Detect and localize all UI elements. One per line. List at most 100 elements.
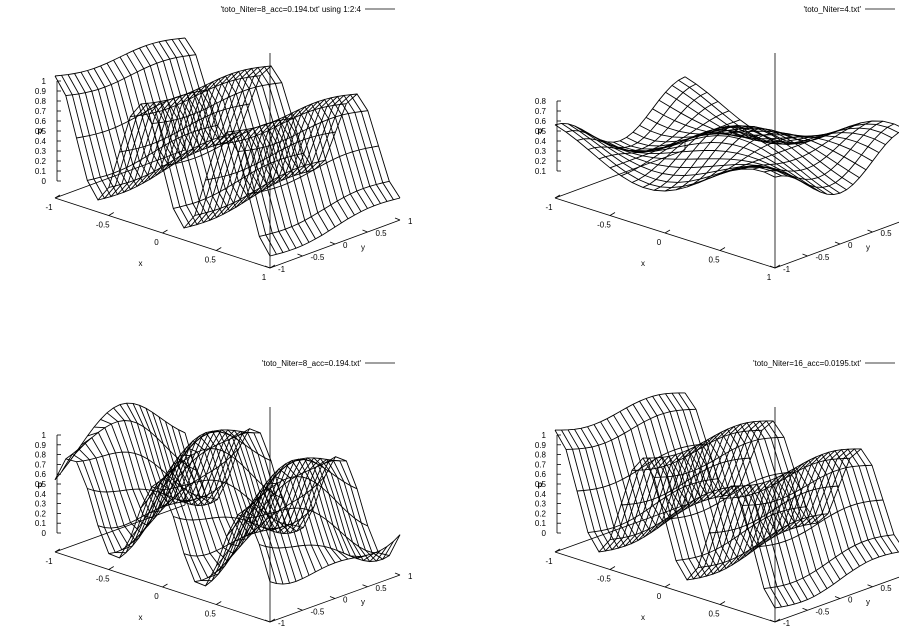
mesh-line-along-y — [226, 93, 358, 133]
z-tick-label: 0.9 — [35, 87, 47, 96]
z-tick-label: 0.1 — [535, 519, 547, 528]
x-tick-mark — [162, 229, 168, 234]
mesh-line-along-y — [774, 131, 899, 196]
x-tick-mark — [108, 212, 114, 216]
mesh-line-along-y — [108, 131, 239, 188]
mesh-line-along-y — [129, 429, 261, 539]
mesh-line-along-y — [609, 119, 741, 169]
y-tick-mark — [394, 572, 401, 576]
legend-entry: 'toto_Niter=16_acc=0.0195.txt' — [753, 359, 861, 368]
mesh-line-along-y — [269, 534, 401, 585]
z-tick-label: 0.4 — [535, 137, 547, 146]
mesh-line-along-y — [741, 464, 873, 506]
mesh-line-along-y — [97, 478, 229, 529]
mesh-line-along-y — [675, 125, 807, 191]
y-tick-mark — [394, 217, 401, 221]
y-tick-label: -0.5 — [311, 607, 325, 616]
x-tick-mark — [774, 618, 781, 623]
mesh-line-along-y — [730, 122, 862, 172]
y-tick-label: 0 — [343, 596, 348, 605]
x-tick-label: 0 — [154, 592, 159, 601]
mesh-line-along-y — [183, 506, 315, 557]
mesh-line-along-y — [719, 457, 851, 499]
mesh-line-along-y — [97, 141, 229, 201]
mesh-line-along-y — [269, 197, 401, 257]
y-tick-label: 0 — [848, 241, 853, 250]
y-tick-mark — [362, 584, 368, 588]
mesh-line-along-y — [587, 101, 719, 152]
z-tick-label: 0 — [542, 529, 547, 538]
y-tick-mark — [834, 596, 841, 599]
y-tick-label: 1 — [408, 572, 413, 581]
z-tick-label: 0.5 — [35, 480, 47, 489]
y-tick-label: -1 — [783, 619, 791, 628]
mesh-line-along-y — [237, 110, 368, 153]
x-axis-label: x — [139, 259, 143, 268]
y-tick-mark — [329, 596, 336, 599]
mesh-line-along-x — [100, 418, 316, 573]
x-tick-mark — [54, 194, 61, 199]
y-tick-label: 0.5 — [376, 229, 388, 238]
mesh-line-along-y — [248, 507, 379, 554]
surface-mesh — [54, 37, 401, 257]
z-axis-label: p — [38, 126, 43, 135]
z-tick-label: 0.6 — [535, 117, 547, 126]
x-tick-label: 0 — [657, 592, 662, 601]
mesh-line-along-y — [108, 448, 240, 555]
y-tick-mark — [867, 584, 873, 588]
z-tick-label: 0.1 — [535, 167, 547, 176]
y-tick-label: -0.5 — [816, 607, 830, 616]
x-tick-label: 0 — [657, 238, 662, 247]
y-tick-mark — [297, 607, 303, 611]
y-axis-label: y — [361, 243, 365, 252]
mesh-line-along-y — [631, 429, 763, 471]
y-tick-label: 0.5 — [881, 584, 893, 593]
surface-mesh — [54, 402, 401, 587]
z-tick-label: 0.7 — [35, 107, 47, 116]
z-tick-label: 0.5 — [535, 127, 547, 136]
mesh-line-along-y — [119, 428, 250, 559]
z-tick-label: 0 — [42, 529, 47, 538]
y-tick-label: -1 — [278, 265, 286, 274]
z-tick-label: 0.8 — [35, 451, 47, 460]
y-axis-label: y — [361, 598, 365, 607]
z-tick-label: 0.2 — [35, 509, 47, 518]
mesh-line-along-y — [631, 132, 763, 183]
z-tick-label: 0.3 — [535, 500, 547, 509]
y-tick-label: -1 — [278, 619, 286, 628]
mesh-line-along-y — [686, 522, 818, 581]
mesh-line-along-y — [752, 120, 884, 180]
x-tick-label: 1 — [767, 273, 772, 282]
mesh-line-along-y — [173, 516, 304, 534]
mesh-line-along-y — [741, 120, 873, 172]
mesh-line-along-y — [151, 82, 282, 125]
mesh-line-along-y — [708, 130, 840, 179]
y-tick-mark — [867, 229, 873, 233]
z-tick-label: 0.7 — [535, 460, 547, 469]
z-tick-label: 0.9 — [535, 441, 547, 450]
mesh-line-along-y — [643, 420, 773, 459]
y-tick-mark — [834, 241, 841, 245]
mesh-line-along-y — [719, 125, 851, 175]
mesh-line-along-y — [87, 488, 218, 506]
back-x-edge — [54, 504, 186, 553]
x-tick-mark — [609, 212, 616, 216]
x-tick-mark — [774, 264, 781, 269]
x-tick-mark — [54, 548, 61, 553]
x-tick-mark — [664, 229, 671, 234]
z-tick-label: 0.8 — [35, 97, 47, 106]
mesh-line-along-y — [140, 65, 272, 105]
x-tick-label: -0.5 — [597, 575, 611, 584]
mesh-line-along-y — [76, 451, 207, 498]
z-tick-label: 0.8 — [535, 97, 547, 106]
z-tick-label: 0.3 — [35, 147, 47, 156]
y-axis-label: y — [866, 243, 870, 252]
mesh-line-along-y — [194, 159, 325, 216]
mesh-line-along-y — [598, 494, 730, 553]
mesh-line-along-y — [620, 457, 752, 506]
z-tick-label: 0.8 — [535, 451, 547, 460]
y-axis-line — [774, 221, 899, 269]
mesh-line-along-y — [259, 544, 390, 562]
x-tick-mark — [719, 247, 726, 251]
mesh-line-along-y — [620, 127, 752, 177]
